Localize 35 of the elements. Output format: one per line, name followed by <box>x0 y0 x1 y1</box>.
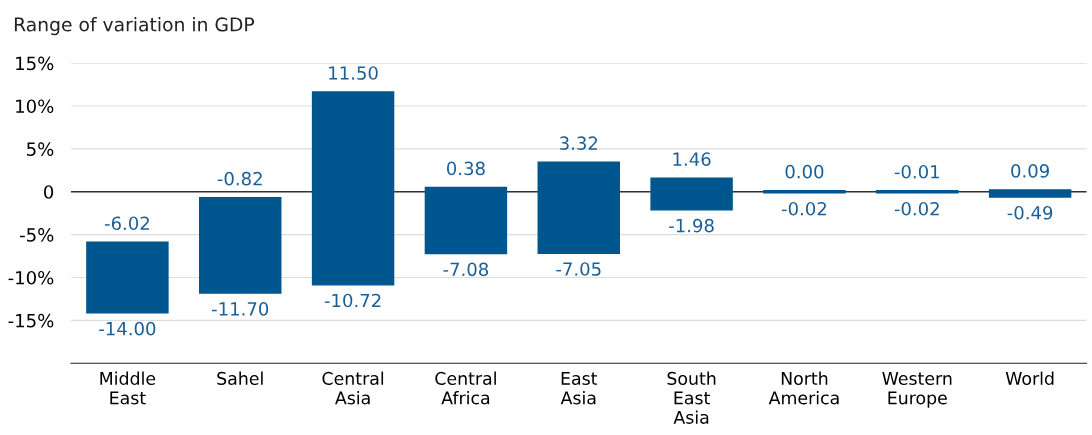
y-tick-label: -5% <box>20 228 54 242</box>
annotation: 11.50 <box>329 66 378 80</box>
annotation: 1.46 <box>673 152 711 166</box>
annotation: -1.98 <box>669 218 714 233</box>
y-tick-label: 0 <box>44 185 54 199</box>
x-tick-label: South East Asia <box>667 371 716 424</box>
annotation: 0.38 <box>447 161 485 176</box>
annotation: 0.09 <box>1011 164 1049 178</box>
x-tick-label: Sahel <box>217 371 263 385</box>
annotation: -0.02 <box>781 201 826 216</box>
annotation: -6.02 <box>104 216 149 231</box>
annotation: -14.00 <box>99 321 156 336</box>
chart-title: Range of variation in GDP <box>14 17 255 36</box>
x-tick-label: North America <box>768 371 839 405</box>
annotation: 0.00 <box>785 164 824 179</box>
x-tick-label: Middle East <box>100 371 156 405</box>
annotation: 3.32 <box>560 136 598 151</box>
annotation: -0.49 <box>1007 205 1053 220</box>
x-tick-label: Western Europe <box>882 372 952 408</box>
x-tick-label: World <box>1005 371 1054 385</box>
x-tick-label: East Asia <box>560 372 598 405</box>
y-tick-label: 15% <box>16 56 54 71</box>
x-tick-label: Central Africa <box>435 371 496 405</box>
annotation: -7.08 <box>443 262 489 277</box>
annotation: -0.82 <box>217 171 262 186</box>
annotation: -7.05 <box>556 262 601 276</box>
x-tick-label: Central Asia <box>322 371 384 405</box>
annotation: -10.72 <box>324 293 381 308</box>
y-tick-label: 10% <box>16 99 54 114</box>
y-tick-label: -15% <box>8 313 54 328</box>
y-tick-label: -10% <box>8 270 54 285</box>
annotation: -0.02 <box>894 201 939 216</box>
y-tick-label: 5% <box>27 142 54 156</box>
annotation: -11.70 <box>212 302 269 316</box>
annotation: -0.01 <box>894 164 939 179</box>
